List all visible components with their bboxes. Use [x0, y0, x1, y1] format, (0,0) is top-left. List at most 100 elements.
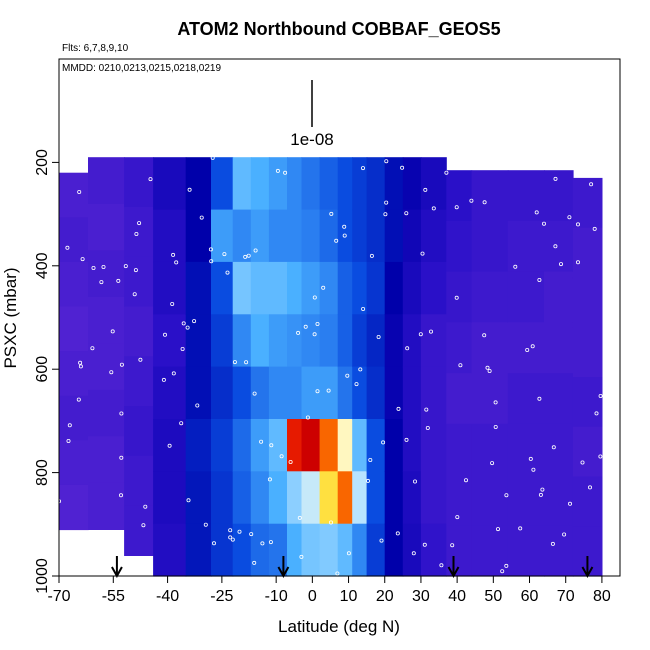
- heatmap-cell: [88, 389, 125, 437]
- heatmap-cell: [232, 157, 252, 211]
- sample-marker: [132, 292, 137, 297]
- heatmap-cell: [319, 471, 339, 525]
- heatmap-cell: [384, 523, 404, 577]
- heatmap-cell: [402, 157, 422, 211]
- sample-marker: [260, 541, 265, 546]
- sample-marker: [210, 155, 215, 160]
- heatmap-cell: [319, 261, 339, 315]
- sample-marker: [252, 391, 257, 396]
- sample-marker: [405, 346, 410, 351]
- heatmap-cell: [250, 419, 270, 472]
- heatmap-cell: [211, 419, 234, 472]
- flights-note: Flts: 6,7,8,9,10: [62, 43, 129, 54]
- heatmap-cell: [287, 314, 303, 368]
- y-axis: 200 400 600 800 1000: [34, 149, 59, 594]
- heatmap-cell: [572, 426, 603, 478]
- sample-marker: [538, 492, 543, 497]
- heatmap-cell: [268, 419, 288, 472]
- heatmap-cell: [319, 419, 339, 472]
- sample-marker: [354, 382, 359, 387]
- sample-marker: [376, 334, 381, 339]
- sample-marker: [192, 319, 197, 324]
- heatmap-cell: [250, 157, 270, 211]
- heatmap-cell: [88, 157, 125, 205]
- heatmap-cell: [352, 523, 368, 577]
- heatmap-cell: [446, 373, 473, 425]
- sample-marker: [568, 501, 573, 506]
- sample-marker: [312, 332, 317, 337]
- heatmap-cell: [185, 366, 212, 420]
- sample-marker: [312, 295, 317, 300]
- heatmap-cell: [352, 261, 368, 315]
- heatmap-cell: [185, 523, 212, 577]
- heatmap-cell: [232, 314, 252, 368]
- heatmap-cell: [153, 366, 187, 420]
- heatmap-cell: [384, 157, 404, 211]
- sample-marker: [412, 479, 417, 484]
- sample-marker: [110, 329, 115, 334]
- y-tick-label: 800: [34, 459, 51, 486]
- heatmap-cell: [287, 261, 303, 315]
- sample-marker: [395, 531, 400, 536]
- heatmap-cell: [507, 373, 545, 425]
- heatmap-cell: [124, 505, 154, 556]
- sample-marker: [360, 166, 365, 171]
- heatmap-cell: [352, 366, 368, 420]
- sample-marker: [288, 459, 293, 464]
- sample-marker: [78, 360, 83, 365]
- sample-marker: [588, 485, 593, 490]
- heatmap-cell: [572, 177, 603, 229]
- sample-marker: [211, 541, 216, 546]
- heatmap-cell: [211, 523, 234, 577]
- sample-marker: [76, 397, 81, 402]
- sample-marker: [186, 498, 191, 503]
- sample-marker: [232, 360, 237, 365]
- heatmap-cell: [268, 209, 288, 263]
- heatmap-cell: [507, 271, 545, 323]
- sample-marker: [138, 357, 143, 362]
- sample-marker: [537, 396, 542, 401]
- heatmap-cell: [211, 471, 234, 525]
- x-tick-label: 40: [448, 588, 466, 605]
- heatmap-cell: [268, 261, 288, 315]
- sample-marker: [299, 554, 304, 559]
- sample-marker: [208, 247, 213, 252]
- heatmap-cell: [153, 261, 187, 315]
- heatmap-cell: [185, 314, 212, 368]
- sample-marker: [368, 457, 373, 462]
- x-axis: -70 -55 -40 -25 -10 0 10 20 30 40 50 60 70 80: [47, 576, 611, 605]
- heatmap-cell: [211, 209, 234, 263]
- sample-marker: [279, 454, 284, 459]
- sample-marker: [119, 362, 124, 367]
- sample-marker: [203, 522, 208, 527]
- heatmap-cell: [59, 172, 89, 218]
- heatmap-cell: [420, 314, 447, 368]
- sample-marker: [267, 477, 272, 482]
- heatmap-cell: [88, 296, 125, 344]
- sample-marker: [404, 437, 409, 442]
- sample-marker: [187, 187, 192, 192]
- sample-marker: [141, 523, 146, 528]
- heatmap-cell: [544, 373, 574, 425]
- heatmap-cell: [446, 525, 473, 577]
- heatmap-cell: [366, 366, 386, 420]
- sample-marker: [143, 504, 148, 509]
- sample-marker: [553, 176, 558, 181]
- sample-marker: [493, 424, 498, 429]
- heatmap-cell: [88, 250, 125, 298]
- heatmap-cell: [153, 523, 187, 577]
- sample-marker: [275, 168, 280, 173]
- sample-marker: [77, 189, 82, 194]
- heatmap-cell: [420, 209, 447, 263]
- sample-marker: [237, 529, 242, 534]
- sample-marker: [119, 493, 124, 498]
- heatmap-cell: [507, 525, 545, 577]
- x-tick-label: 10: [340, 588, 358, 605]
- heatmap-cell: [250, 261, 270, 315]
- sample-marker: [525, 347, 530, 352]
- sample-marker: [342, 224, 347, 229]
- heatmap-cell: [232, 366, 252, 420]
- sample-marker: [537, 277, 542, 282]
- sample-marker: [576, 260, 581, 265]
- sample-marker: [562, 532, 567, 537]
